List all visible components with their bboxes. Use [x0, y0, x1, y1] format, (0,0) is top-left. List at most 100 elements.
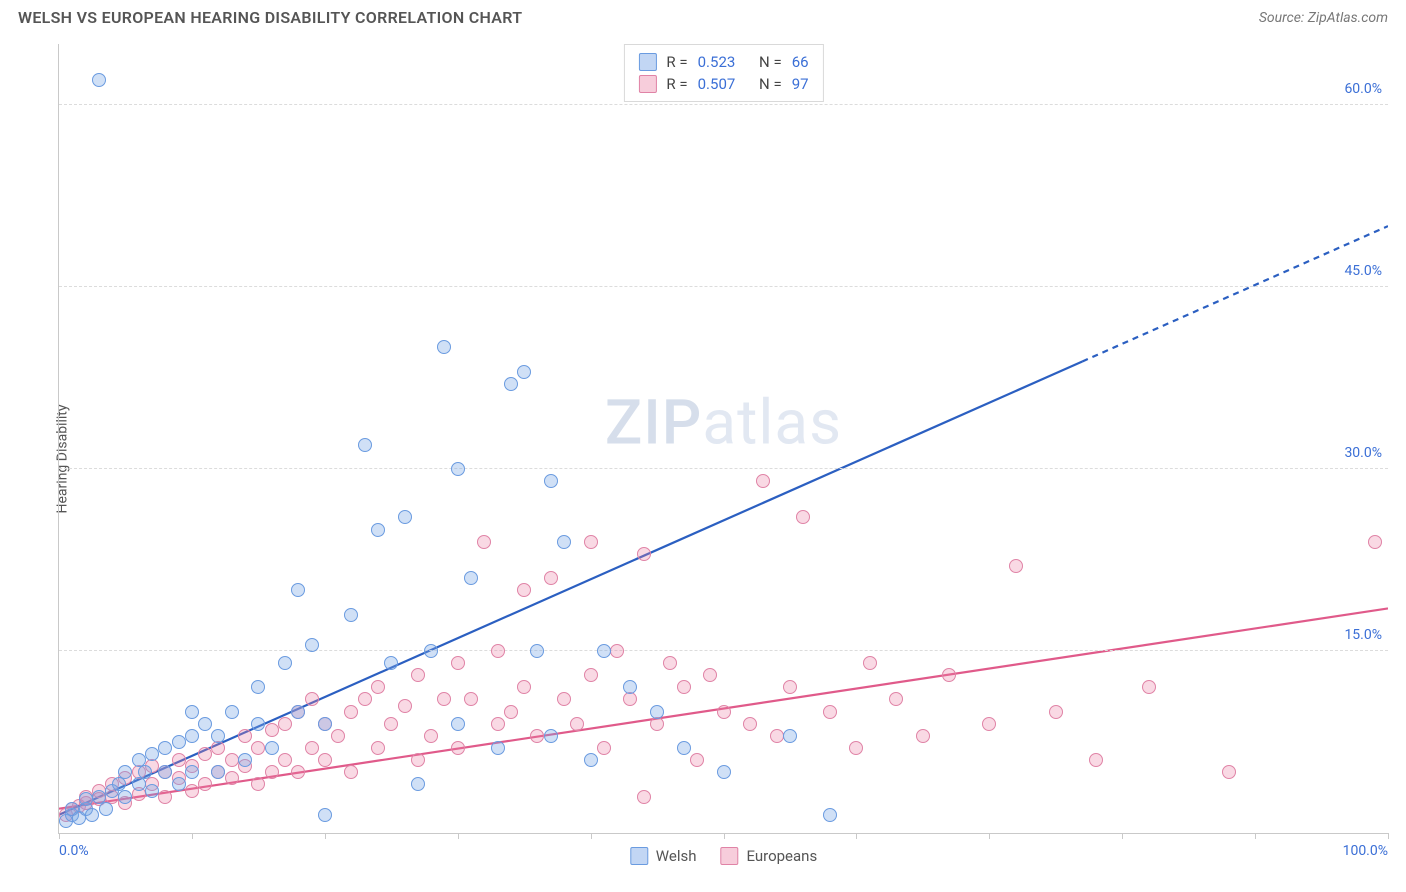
data-point	[198, 777, 212, 791]
x-tick-mark	[856, 833, 857, 839]
data-point	[138, 765, 152, 779]
gridline	[59, 104, 1388, 105]
n-value: 66	[792, 53, 809, 71]
data-point	[411, 668, 425, 682]
data-point	[291, 705, 305, 719]
swatch-icon	[638, 75, 656, 93]
data-point	[92, 73, 106, 87]
data-point	[544, 571, 558, 585]
gridline	[59, 286, 1388, 287]
x-tick-mark	[724, 833, 725, 839]
data-point	[198, 747, 212, 761]
data-point	[331, 729, 345, 743]
data-point	[889, 692, 903, 706]
data-point	[305, 692, 319, 706]
data-point	[437, 692, 451, 706]
data-point	[251, 680, 265, 694]
legend: Welsh Europeans	[630, 847, 817, 865]
stats-row-europeans: R = 0.507 N = 97	[638, 73, 808, 95]
data-point	[398, 510, 412, 524]
header: WELSH VS EUROPEAN HEARING DISABILITY COR…	[0, 0, 1406, 35]
data-point	[491, 717, 505, 731]
data-point	[637, 790, 651, 804]
data-point	[770, 729, 784, 743]
data-point	[211, 765, 225, 779]
data-point	[623, 680, 637, 694]
data-point	[211, 741, 225, 755]
x-tick-mark	[591, 833, 592, 839]
data-point	[1222, 765, 1236, 779]
data-point	[158, 741, 172, 755]
chart-title: WELSH VS EUROPEAN HEARING DISABILITY COR…	[18, 8, 522, 27]
data-point	[464, 571, 478, 585]
data-point	[384, 717, 398, 731]
data-point	[305, 638, 319, 652]
data-point	[265, 765, 279, 779]
data-point	[517, 680, 531, 694]
data-point	[371, 680, 385, 694]
data-point	[544, 729, 558, 743]
data-point	[491, 644, 505, 658]
legend-label: Europeans	[746, 847, 817, 865]
data-point	[597, 741, 611, 755]
data-point	[265, 741, 279, 755]
data-point	[238, 753, 252, 767]
data-point	[185, 784, 199, 798]
data-point	[464, 692, 478, 706]
data-point	[158, 790, 172, 804]
data-point	[451, 741, 465, 755]
correlation-stats-box: R = 0.523 N = 66 R = 0.507 N = 97	[623, 44, 823, 102]
data-point	[570, 717, 584, 731]
data-point	[650, 717, 664, 731]
data-point	[198, 717, 212, 731]
data-point	[823, 808, 837, 822]
data-point	[530, 729, 544, 743]
data-point	[1089, 753, 1103, 767]
data-point	[703, 668, 717, 682]
data-point	[278, 717, 292, 731]
data-point	[610, 644, 624, 658]
data-point	[145, 784, 159, 798]
swatch-icon	[720, 847, 738, 865]
data-point	[411, 777, 425, 791]
y-tick-label: 30.0%	[1344, 445, 1382, 461]
legend-label: Welsh	[656, 847, 697, 865]
data-point	[796, 510, 810, 524]
data-point	[251, 741, 265, 755]
data-point	[544, 474, 558, 488]
data-point	[557, 692, 571, 706]
data-point	[99, 802, 113, 816]
data-point	[225, 705, 239, 719]
data-point	[663, 656, 677, 670]
data-point	[982, 717, 996, 731]
data-point	[863, 656, 877, 670]
data-point	[132, 777, 146, 791]
data-point	[172, 777, 186, 791]
data-point	[344, 765, 358, 779]
source-label: Source: ZipAtlas.com	[1259, 10, 1388, 26]
data-point	[437, 340, 451, 354]
y-tick-label: 15.0%	[1344, 627, 1382, 643]
data-point	[358, 692, 372, 706]
data-point	[85, 808, 99, 822]
data-point	[371, 523, 385, 537]
data-point	[1009, 559, 1023, 573]
data-point	[185, 765, 199, 779]
data-point	[584, 668, 598, 682]
data-point	[451, 717, 465, 731]
swatch-icon	[630, 847, 648, 865]
data-point	[238, 729, 252, 743]
data-point	[211, 729, 225, 743]
scatter-plot: ZIPatlas R = 0.523 N = 66 R = 0.507 N = …	[58, 44, 1388, 834]
n-label: N =	[759, 53, 782, 71]
x-tick-mark	[1122, 833, 1123, 839]
x-tick-mark	[325, 833, 326, 839]
data-point	[398, 699, 412, 713]
data-point	[371, 741, 385, 755]
data-point	[916, 729, 930, 743]
legend-item-welsh: Welsh	[630, 847, 697, 865]
data-point	[344, 608, 358, 622]
gridline	[59, 468, 1388, 469]
data-point	[451, 462, 465, 476]
data-point	[291, 765, 305, 779]
